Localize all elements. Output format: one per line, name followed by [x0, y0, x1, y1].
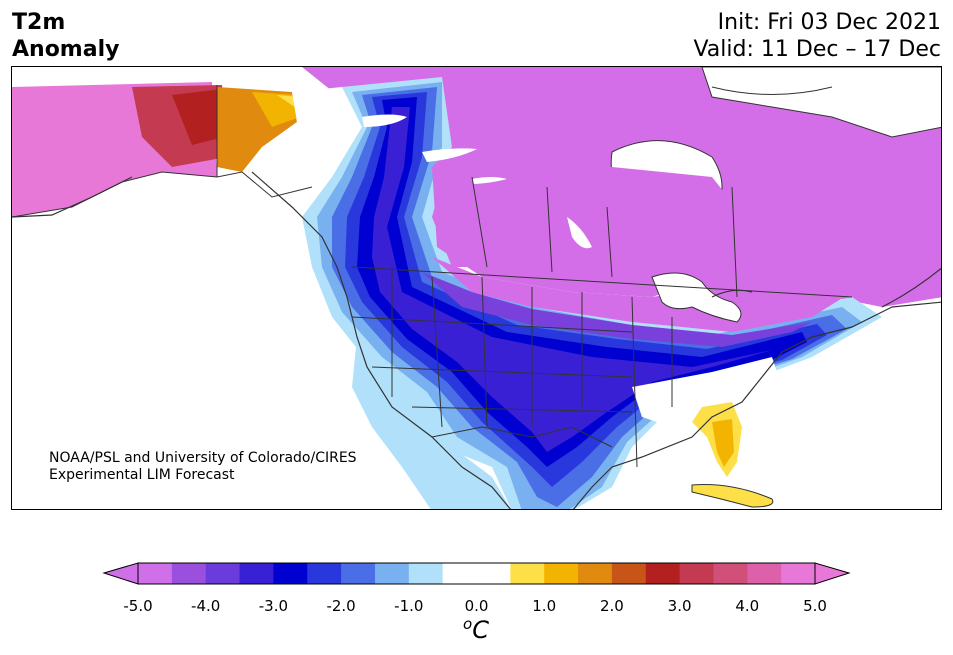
region-great-lakes: [651, 272, 742, 323]
anomaly-map: [11, 66, 942, 510]
colorbar-segment: [408, 563, 444, 584]
colorbar-tick-label: 2.0: [599, 597, 624, 615]
colorbar-segment: [442, 563, 477, 584]
colorbar-tick-label: 0.0: [464, 597, 489, 615]
colorbar-tick-label: 1.0: [532, 597, 557, 615]
region-southeast-neutral: [632, 357, 782, 427]
coastlines: [12, 171, 941, 509]
colorbar-segment: [713, 563, 748, 584]
colorbar-tick-label: -2.0: [326, 597, 356, 615]
colorbar-segment: [544, 563, 579, 584]
colorbar-segment: [273, 563, 308, 584]
region-plains-magenta: [432, 147, 752, 297]
title-line-1: T2m: [12, 10, 66, 35]
region-bc-neutral: [252, 87, 362, 197]
colorbar-tick-label: 5.0: [803, 597, 827, 615]
colorbar-segment: [679, 563, 714, 584]
map-svg: [12, 67, 941, 509]
colorbar-segment: [476, 563, 511, 584]
colorbar-segment: [747, 563, 782, 584]
colorbar-tick-label: -5.0: [123, 597, 153, 615]
colorbar-segment: [781, 563, 816, 584]
init-date: Init: Fri 03 Dec 2021: [717, 10, 941, 35]
colorbar-segment: [239, 563, 274, 584]
colorbar-segment: [307, 563, 342, 584]
colorbar-tick-label: -3.0: [258, 597, 289, 615]
credit-text: NOAA/PSL and University of Colorado/CIRE…: [49, 450, 357, 484]
map-title: T2m Anomaly: [12, 9, 119, 63]
colorbar-tick-label: 4.0: [735, 597, 760, 615]
colorbar-tick-label: -4.0: [191, 597, 221, 615]
colorbar-segment: [138, 563, 173, 584]
forecast-dates: Init: Fri 03 Dec 2021 Valid: 11 Dec – 17…: [693, 9, 941, 63]
colorbar-segment: [341, 563, 376, 584]
valid-range: Valid: 11 Dec – 17 Dec: [693, 37, 941, 62]
credit-line-1: NOAA/PSL and University of Colorado/CIRE…: [49, 450, 357, 466]
colorbar-segment: [171, 563, 207, 584]
credit-line-2: Experimental LIM Forecast: [49, 467, 235, 483]
colorbar-segment: [374, 563, 410, 584]
colorbar-tick-label: 3.0: [667, 597, 692, 615]
colorbar-under-triangle: [102, 562, 139, 585]
colorbar: [102, 562, 851, 585]
region-cuba: [691, 484, 774, 508]
colorbar-segment: [645, 563, 681, 584]
colorbar-segment: [611, 563, 647, 584]
colorbar-frame: [137, 562, 816, 585]
colorbar-segment: [510, 563, 545, 584]
colorbar-unit: oC: [463, 615, 489, 644]
colorbar-segment: [205, 563, 241, 584]
colorbar-segment: [578, 563, 613, 584]
colorbar-tick-label: -1.0: [394, 597, 424, 615]
title-line-2: Anomaly: [12, 37, 120, 62]
colorbar-over-triangle: [814, 562, 851, 585]
